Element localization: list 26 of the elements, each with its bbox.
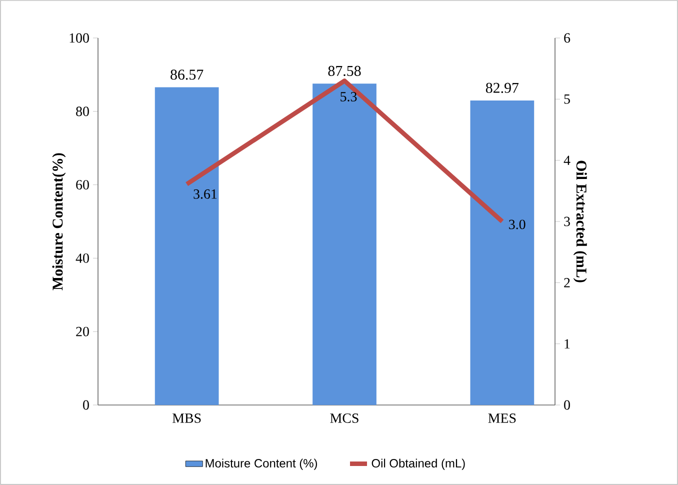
y2-tick-label: 6 [564,33,570,43]
data-label: 3.0 [509,220,526,230]
y-tick-label: 0 [83,400,89,410]
y2-tick-label: 5 [564,94,570,104]
y2-tick-label: 3 [564,216,570,226]
y2-tick-label: 2 [564,278,570,288]
y-tick-label: 20 [76,326,89,336]
y2-axis-title: Oil Extracted (mL) [573,160,587,282]
y2-tick-label: 0 [564,400,570,410]
data-label: 87.58 [328,66,361,76]
y2-tick-label: 1 [564,339,570,348]
x-tick-label: MES [488,414,516,423]
x-tick-label: MBS [172,414,201,423]
data-label: 5.3 [340,92,357,102]
y-tick-label: 100 [70,33,89,43]
legend-label: Oil Obtained (mL) [372,458,465,470]
data-label: 82.97 [486,82,519,93]
y2-tick-label: 4 [564,156,570,165]
y-tick-label: 60 [76,180,89,190]
y-axis-title: Moisture Content(%) [52,153,66,290]
data-label: 86.57 [170,70,204,80]
x-tick-label: MCS [330,414,358,423]
y-tick-label: 40 [76,253,89,263]
legend-label: Moisture Content (%) [206,458,317,470]
y-tick-label: 80 [76,106,89,116]
data-label: 3.61 [194,189,217,199]
